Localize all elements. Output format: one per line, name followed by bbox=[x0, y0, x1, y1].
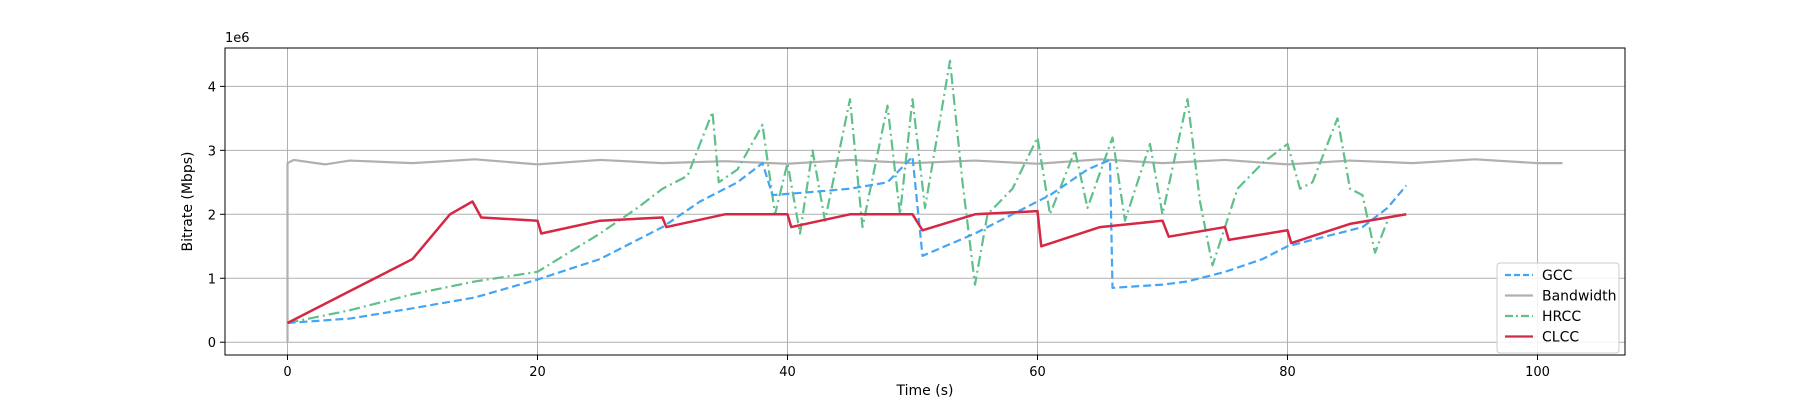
grid bbox=[225, 48, 1625, 355]
plot-frame bbox=[224, 47, 1626, 356]
series-line-hrcc bbox=[287, 59, 1389, 325]
y-tick-label: 0 bbox=[208, 336, 216, 351]
y-offset-label: 1e6 bbox=[225, 31, 250, 46]
x-tick-label: 20 bbox=[529, 365, 546, 380]
x-tick-label: 80 bbox=[1279, 365, 1296, 380]
x-tick-label: 60 bbox=[1029, 365, 1046, 380]
legend-label: HRCC bbox=[1542, 309, 1581, 325]
y-tick-label: 2 bbox=[208, 208, 216, 223]
ticks: 0 20 40 60 80 100 0 1 2 3 4 bbox=[208, 80, 1550, 380]
y-axis-label: Bitrate (Mbps) bbox=[180, 152, 196, 252]
series-line-gcc bbox=[287, 155, 1408, 325]
series-line-clcc bbox=[286, 200, 1407, 325]
y-tick-label: 1 bbox=[208, 272, 216, 287]
legend-label: CLCC bbox=[1542, 330, 1579, 346]
y-tick-label: 4 bbox=[208, 80, 216, 95]
legend: GCC Bandwidth HRCC CLCC bbox=[1496, 262, 1620, 354]
legend-box bbox=[1496, 262, 1620, 354]
x-tick-label: 100 bbox=[1525, 365, 1550, 380]
legend-label: GCC bbox=[1542, 268, 1573, 284]
series-line-bandwidth bbox=[286, 158, 1563, 343]
x-axis-label: Time (s) bbox=[896, 383, 954, 399]
x-tick-label: 0 bbox=[283, 365, 291, 380]
y-tick-label: 3 bbox=[208, 144, 216, 159]
legend-label: Bandwidth bbox=[1542, 289, 1617, 305]
x-tick-label: 40 bbox=[779, 365, 796, 380]
series-group bbox=[286, 59, 1563, 343]
